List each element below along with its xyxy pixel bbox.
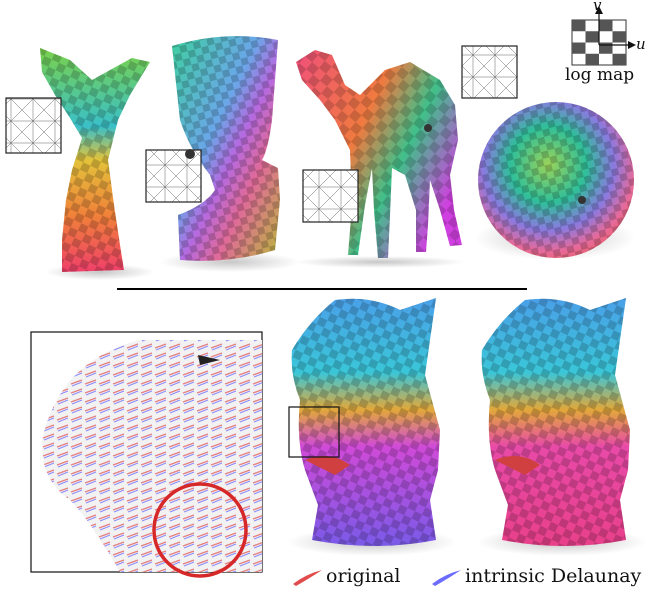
vector-field-closeup — [30, 331, 263, 578]
sphere-icon — [475, 102, 635, 260]
legend-swatch-intrinsic — [432, 570, 461, 586]
mesh-inset-angel — [5, 97, 62, 154]
mesh-inset-nefertiti — [145, 149, 202, 203]
log-map-label: log map — [565, 65, 635, 85]
mesh-inset-camel — [302, 169, 359, 223]
highlight-circle — [152, 482, 248, 578]
zoom-region-box — [288, 406, 340, 458]
lion-head-original-icon — [287, 298, 457, 556]
arrow-right-icon — [628, 41, 636, 49]
axis-label-v: v — [593, 0, 602, 14]
log-map-key — [571, 6, 636, 66]
legend-intrinsic-label: intrinsic Delaunay — [465, 565, 642, 587]
mesh-inset-sphere — [461, 45, 518, 99]
arrow-up-icon — [595, 6, 603, 14]
lion-head-intrinsic-icon — [477, 298, 647, 556]
nefertiti-bust-icon — [160, 36, 300, 272]
camel-icon — [295, 50, 465, 268]
axis-label-u: u — [636, 35, 646, 53]
legend-swatch-original — [293, 570, 322, 586]
legend-original-label: original — [326, 565, 401, 587]
angel-statue-icon — [40, 48, 155, 280]
